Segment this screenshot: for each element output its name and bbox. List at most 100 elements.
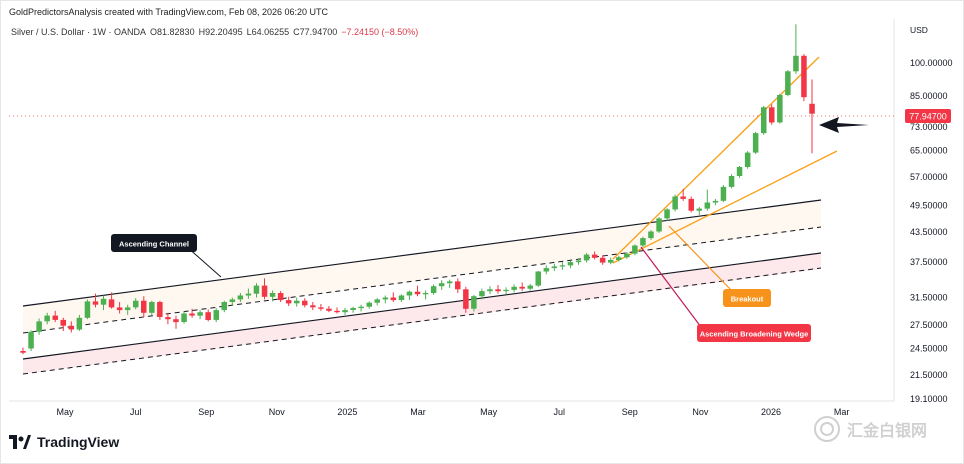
channel-mid-dashed-line[interactable] xyxy=(22,226,822,334)
candle[interactable] xyxy=(656,217,662,233)
candle[interactable] xyxy=(366,301,373,309)
candle[interactable] xyxy=(76,314,83,331)
candle[interactable] xyxy=(744,151,751,169)
candle[interactable] xyxy=(511,284,517,293)
candle[interactable] xyxy=(761,106,767,135)
candle[interactable] xyxy=(100,295,107,311)
candle[interactable] xyxy=(237,293,244,302)
channel-lower-dashed-line[interactable] xyxy=(22,267,822,375)
candle[interactable] xyxy=(801,54,807,102)
candle[interactable] xyxy=(793,24,799,74)
candle[interactable] xyxy=(398,294,405,302)
pointer-arrow[interactable] xyxy=(819,117,869,133)
channel-lower-line[interactable] xyxy=(22,252,822,360)
candle[interactable] xyxy=(221,300,228,313)
candle[interactable] xyxy=(326,306,332,313)
candle[interactable] xyxy=(108,292,115,309)
candle[interactable] xyxy=(157,300,163,320)
candle[interactable] xyxy=(769,104,775,125)
candle[interactable] xyxy=(414,285,421,297)
candle[interactable] xyxy=(302,298,308,308)
candle[interactable] xyxy=(294,297,300,307)
candle[interactable] xyxy=(60,317,67,331)
candle[interactable] xyxy=(165,312,171,325)
candle[interactable] xyxy=(430,284,437,295)
candle[interactable] xyxy=(479,288,485,300)
time-axis[interactable]: May Jul Sep Nov 2025 Mar May Jul Sep Nov 2026 Mar xyxy=(56,407,849,417)
candle[interactable] xyxy=(68,321,75,333)
candle[interactable] xyxy=(173,315,179,329)
candle[interactable] xyxy=(229,297,236,307)
candle[interactable] xyxy=(205,309,211,322)
candle[interactable] xyxy=(92,293,99,308)
candle[interactable] xyxy=(535,270,542,287)
channel-upper-line[interactable] xyxy=(22,199,822,307)
candle[interactable] xyxy=(696,207,703,215)
candle[interactable] xyxy=(124,304,131,315)
candle[interactable] xyxy=(149,300,155,316)
candle[interactable] xyxy=(680,188,686,201)
candle[interactable] xyxy=(616,255,622,262)
symbol-name[interactable]: Silver / U.S. Dollar · 1W · OANDA xyxy=(11,27,147,37)
candle[interactable] xyxy=(591,251,598,260)
candle[interactable] xyxy=(189,308,195,318)
candle[interactable] xyxy=(648,230,654,240)
candle[interactable] xyxy=(181,311,187,324)
wedge-upper-line[interactable] xyxy=(612,56,820,260)
candle[interactable] xyxy=(664,208,670,221)
candles-layer[interactable] xyxy=(20,24,815,355)
candle[interactable] xyxy=(261,278,268,300)
price-axis[interactable]: 100.00000 85.00000 73.00000 65.00000 57.0000… xyxy=(910,58,953,404)
candle[interactable] xyxy=(640,236,646,247)
candle[interactable] xyxy=(350,306,356,313)
candle[interactable] xyxy=(455,278,461,293)
candle[interactable] xyxy=(527,283,534,291)
candle[interactable] xyxy=(422,290,429,300)
wedge-label[interactable]: Ascending Broadening Wedge xyxy=(697,324,811,342)
candle[interactable] xyxy=(277,291,284,302)
candle[interactable] xyxy=(688,196,695,213)
candle[interactable] xyxy=(197,310,203,320)
candle[interactable] xyxy=(374,298,381,306)
candle[interactable] xyxy=(720,185,727,203)
candle[interactable] xyxy=(599,255,606,265)
candle[interactable] xyxy=(285,296,292,306)
candle[interactable] xyxy=(543,265,550,275)
candle[interactable] xyxy=(463,286,469,313)
candle[interactable] xyxy=(608,257,614,265)
candle[interactable] xyxy=(406,290,413,301)
candle[interactable] xyxy=(752,131,759,154)
candle[interactable] xyxy=(133,298,139,310)
candle[interactable] xyxy=(777,93,783,124)
candle[interactable] xyxy=(310,302,316,311)
candle[interactable] xyxy=(116,302,123,314)
candle[interactable] xyxy=(28,330,34,351)
candle[interactable] xyxy=(390,292,397,302)
candle[interactable] xyxy=(342,308,348,315)
candle[interactable] xyxy=(519,282,525,292)
candle[interactable] xyxy=(567,260,574,269)
tradingview-logo[interactable]: TradingView xyxy=(9,434,119,450)
candle[interactable] xyxy=(559,262,566,270)
channel-label[interactable]: Ascending Channel xyxy=(111,234,197,252)
candle[interactable] xyxy=(704,189,711,211)
candle[interactable] xyxy=(575,258,582,265)
candle[interactable] xyxy=(20,347,26,355)
candle[interactable] xyxy=(728,174,735,189)
candle[interactable] xyxy=(712,198,719,206)
candle[interactable] xyxy=(471,294,477,312)
candle[interactable] xyxy=(736,166,743,178)
candle[interactable] xyxy=(358,304,364,312)
candle[interactable] xyxy=(44,312,50,325)
candle[interactable] xyxy=(503,287,509,295)
candle[interactable] xyxy=(438,280,445,290)
breakout-label[interactable]: Breakout xyxy=(723,289,771,307)
candle[interactable] xyxy=(809,79,815,154)
candle[interactable] xyxy=(245,288,252,299)
candle[interactable] xyxy=(447,279,453,288)
candle[interactable] xyxy=(583,253,590,263)
candle[interactable] xyxy=(36,318,42,335)
candle[interactable] xyxy=(253,283,260,298)
candle[interactable] xyxy=(334,307,340,314)
candle[interactable] xyxy=(318,304,324,311)
